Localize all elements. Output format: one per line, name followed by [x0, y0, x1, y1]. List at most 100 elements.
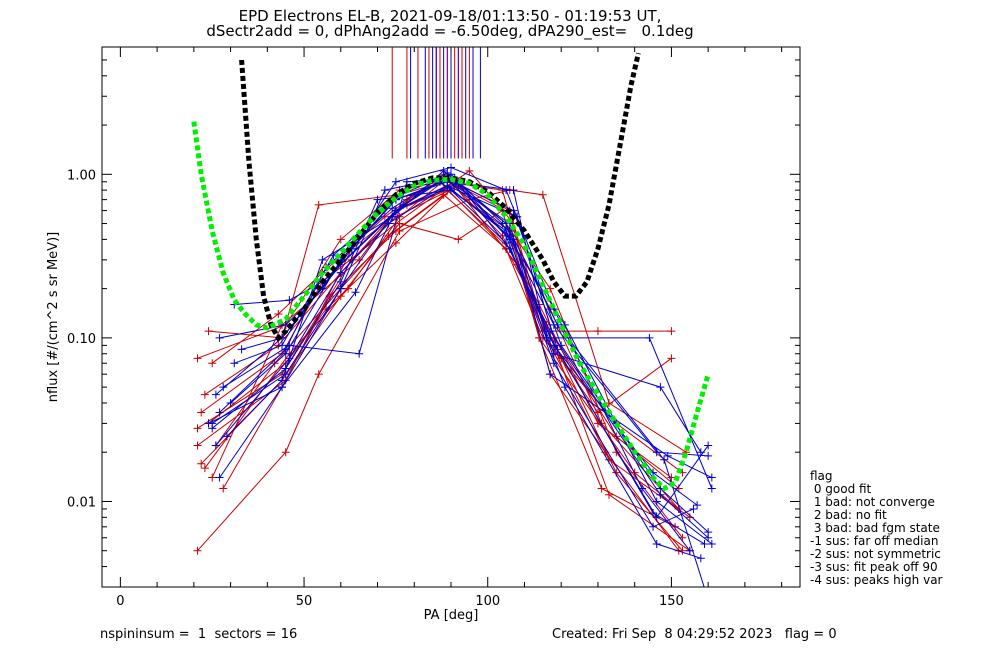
footer-created-info: Created: Fri Sep 8 04:29:52 2023 flag = …: [552, 627, 837, 642]
data-point-red: [208, 359, 217, 368]
flag-legend: flag 0 good fit 1 bad: not converge 2 ba…: [810, 470, 942, 587]
data-point-blue: [237, 345, 246, 354]
data-point-blue: [707, 473, 716, 482]
series-line-blue: [219, 172, 694, 528]
data-point-red: [193, 546, 202, 555]
data-point-blue: [656, 490, 665, 499]
data-point-blue: [391, 177, 400, 186]
data-point-blue: [336, 284, 345, 293]
data-point-red: [197, 459, 206, 468]
chart-title-line2: dSectr2add = 0, dPhAng2add = -6.50deg, d…: [206, 22, 694, 40]
legend-item: -2 sus: not symmetric: [810, 547, 941, 561]
data-point-blue: [704, 441, 713, 450]
data-point-red: [391, 239, 400, 248]
data-point-blue: [707, 484, 716, 493]
y-axis-label: nflux [#/(cm^2 s sr MeV)]: [46, 232, 61, 402]
data-point-blue: [649, 509, 658, 518]
series-line-blue: [219, 166, 691, 552]
data-point-red: [593, 327, 602, 336]
legend-item: -4 sus: peaks high var: [810, 573, 943, 587]
data-point-red: [336, 235, 345, 244]
data-point-red: [538, 190, 547, 199]
data-point-blue: [226, 398, 235, 407]
data-point-red: [200, 390, 209, 399]
data-point-blue: [693, 501, 702, 510]
x-tick-label: 0: [116, 594, 124, 609]
data-point-blue: [278, 383, 287, 392]
data-point-blue: [208, 424, 217, 433]
data-point-blue: [704, 596, 712, 604]
data-point-red: [314, 200, 323, 209]
y-tick-label: 1.00: [67, 168, 96, 183]
data-point-blue: [652, 539, 661, 548]
series-line-red: [200, 194, 691, 552]
data-point-blue: [204, 419, 213, 428]
data-point-red: [604, 490, 613, 499]
data-point-blue: [222, 432, 231, 441]
data-point-blue: [215, 333, 224, 342]
data-point-blue: [502, 231, 511, 240]
y-tick-label: 0.10: [67, 332, 96, 347]
data-point-red: [193, 441, 202, 450]
fit-curve-green: [191, 121, 711, 492]
data-point-red: [546, 284, 555, 293]
data-point-blue: [652, 448, 661, 457]
data-point-red: [193, 424, 202, 433]
data-point-blue: [656, 383, 665, 392]
legend-item: 1 bad: not converge: [810, 495, 935, 509]
data-point-blue: [509, 186, 518, 195]
data-point-blue: [355, 349, 364, 358]
data-point-blue: [652, 497, 661, 506]
data-point-red: [219, 484, 228, 493]
series-line-red: [200, 170, 680, 510]
data-point-red: [667, 327, 676, 336]
data-point-blue: [696, 554, 705, 563]
data-point-blue: [549, 359, 558, 368]
legend-item: -3 sus: fit peak off 90: [810, 560, 938, 574]
data-point-blue: [388, 204, 397, 213]
data-point-blue: [704, 533, 713, 542]
data-point-blue: [219, 383, 228, 392]
legend-item: 0 good fit: [810, 482, 872, 496]
data-point-blue: [285, 296, 294, 305]
data-point-blue: [546, 370, 555, 379]
data-point-blue: [351, 288, 360, 297]
data-point-red: [439, 190, 448, 199]
data-point-blue: [230, 359, 239, 368]
data-point-blue: [318, 255, 327, 264]
data-point-red: [193, 354, 202, 363]
data-point-blue: [281, 345, 290, 354]
data-point-red: [667, 473, 676, 482]
data-point-blue: [336, 277, 345, 286]
legend-title: flag: [810, 469, 833, 483]
series-line-red: [197, 189, 687, 552]
data-point-blue: [645, 333, 654, 342]
data-point-blue: [546, 327, 555, 336]
data-point-red: [314, 370, 323, 379]
data-point-red: [208, 473, 217, 482]
chart-title-line1: EPD Electrons EL-B, 2021-09-18/01:13:50 …: [238, 7, 662, 25]
data-point-blue: [336, 268, 345, 277]
data-point-red: [597, 484, 606, 493]
data-point-red: [204, 327, 213, 336]
data-point-red: [667, 354, 676, 363]
x-tick-label: 50: [296, 594, 313, 609]
data-point-blue: [278, 341, 287, 350]
data-point-blue: [215, 408, 224, 417]
fit-curve-black: [239, 52, 641, 342]
x-tick-label: 100: [475, 594, 500, 609]
data-point-blue: [211, 390, 220, 399]
data-point-red: [281, 448, 290, 457]
legend-item: 3 bad: bad fgm state: [810, 521, 940, 535]
data-point-blue: [649, 522, 658, 531]
data-point-blue: [498, 219, 507, 228]
y-tick-label: 0.01: [67, 495, 96, 510]
data-point-red: [336, 292, 345, 301]
data-point-red: [197, 408, 206, 417]
data-point-blue: [278, 376, 287, 385]
series-line-blue: [234, 179, 713, 479]
data-point-blue: [439, 166, 448, 175]
data-point-blue: [660, 455, 669, 464]
plot-data-group: [191, 47, 716, 604]
